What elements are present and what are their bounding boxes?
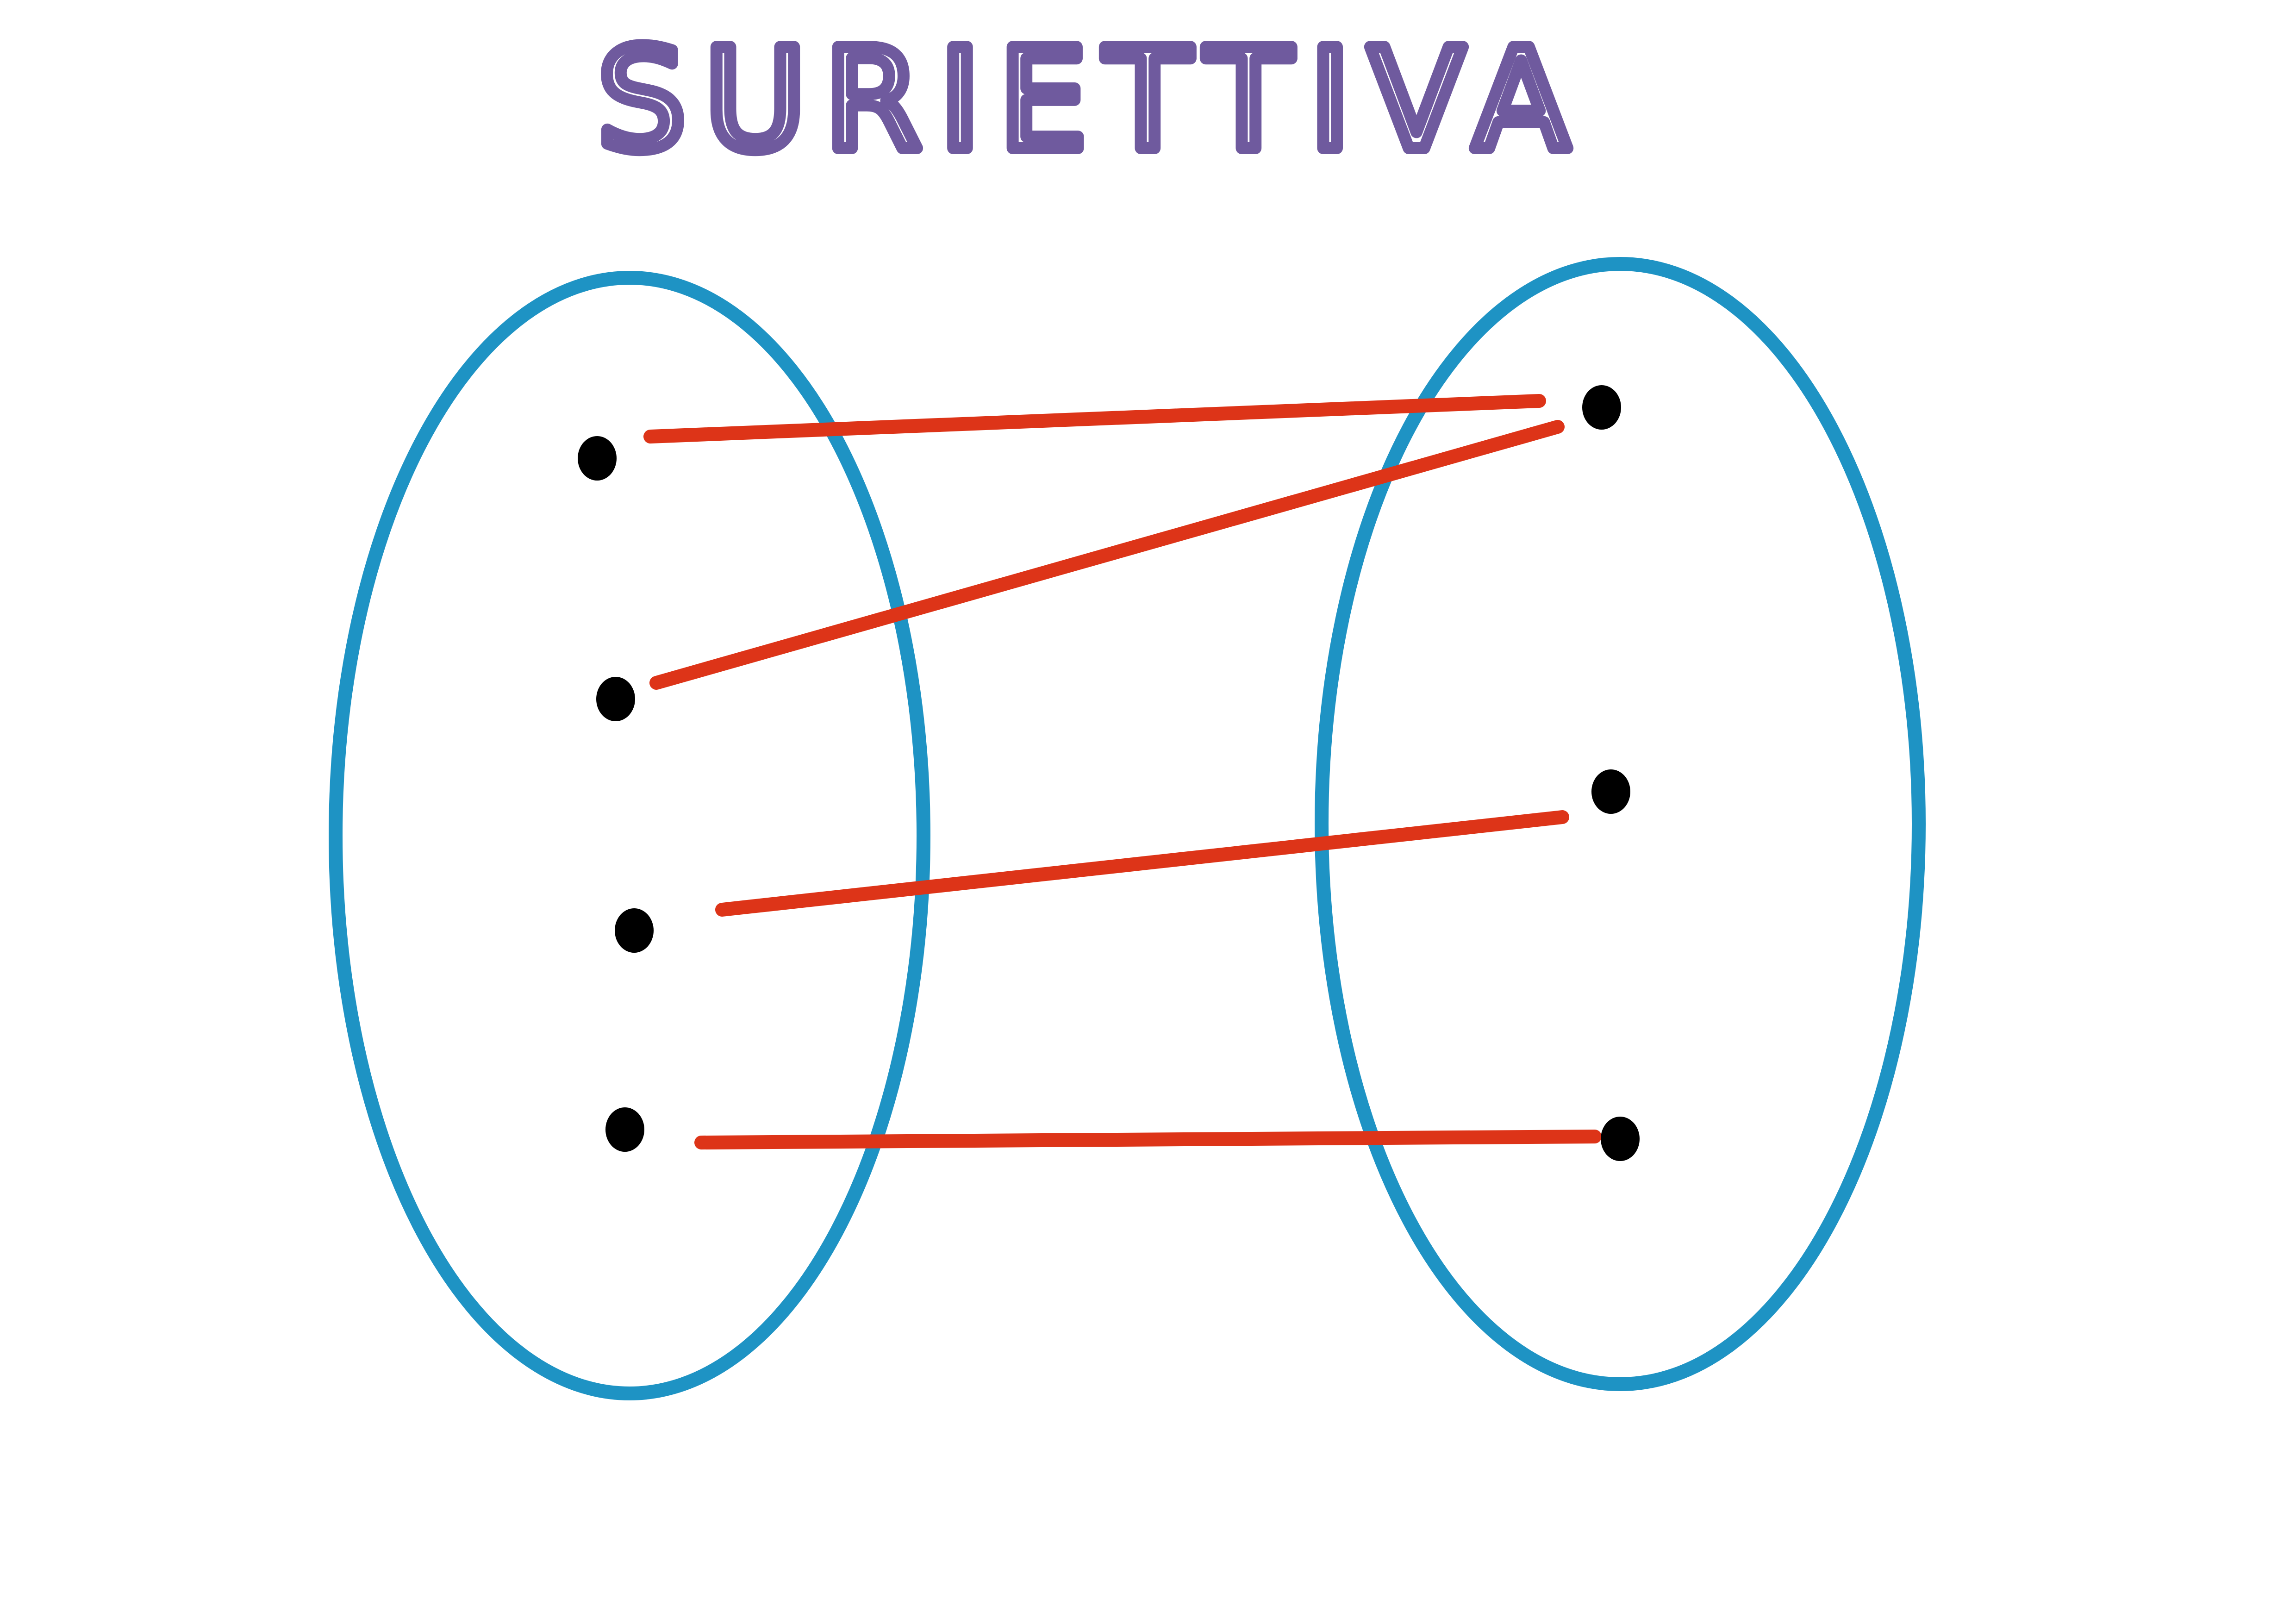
codomain-point-2 — [1591, 769, 1630, 814]
codomain-point-1 — [1582, 385, 1621, 430]
mapping-line-1-to-1 — [643, 394, 1546, 443]
codomain-point-3 — [1601, 1117, 1640, 1161]
domain-points — [578, 436, 654, 1152]
domain-point-3 — [615, 908, 654, 953]
mapping-line-3-to-2 — [715, 810, 1569, 917]
diagram-title: SURIETTIVA — [598, 19, 1587, 181]
domain-point-2 — [596, 677, 635, 721]
mapping-line-4-to-3 — [694, 1130, 1602, 1149]
codomain-set-ellipse — [1315, 257, 1926, 1391]
codomain-points — [1582, 385, 1640, 1161]
mapping-line-2-to-1 — [649, 420, 1565, 690]
domain-set-ellipse — [329, 271, 930, 1400]
mapping-lines — [643, 394, 1602, 1149]
domain-point-1 — [578, 436, 617, 481]
domain-point-4 — [605, 1107, 644, 1152]
